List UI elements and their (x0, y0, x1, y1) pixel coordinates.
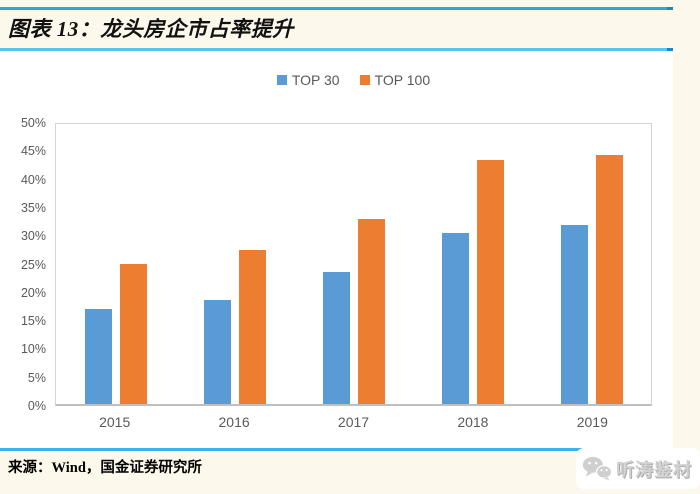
legend-label-top30: TOP 30 (291, 72, 340, 88)
y-tick-label: 50% (20, 116, 46, 130)
legend-item-top30: TOP 30 (276, 72, 340, 88)
x-tick-label: 2017 (337, 414, 370, 430)
legend-swatch-top100-icon (359, 75, 370, 85)
source-text: 来源：Wind，国金证券研究所 (8, 460, 202, 476)
title-underline (0, 48, 673, 51)
x-tick-label: 2018 (457, 414, 489, 430)
bar-top-100-2019 (595, 154, 623, 404)
y-tick-label: 0% (27, 399, 46, 413)
bar-top-30-2016 (203, 300, 231, 404)
y-tick-label: 15% (20, 314, 46, 329)
bar-top-30-2015 (84, 308, 112, 404)
x-tick-label: 2016 (218, 414, 250, 430)
x-axis: 2015 2016 2017 2018 2019 (55, 414, 652, 434)
legend-swatch-top30-icon (276, 75, 287, 85)
legend-item-top100: TOP 100 (359, 72, 431, 88)
y-tick-label: 45% (20, 144, 46, 159)
bar-top-30-2017 (322, 272, 350, 404)
y-axis: 0% 5% 10% 15% 20% 25% 30% 35% 40% 45% 50% (0, 116, 46, 413)
plot-inner (56, 124, 651, 404)
y-tick-label: 40% (20, 172, 46, 187)
y-tick-label: 35% (20, 200, 46, 215)
bar-top-100-2018 (476, 160, 504, 404)
wechat-icon (582, 456, 612, 481)
top-accent-line (0, 7, 673, 10)
watermark-badge: 听涛鉴材 (576, 448, 700, 489)
bar-top-30-2018 (441, 233, 469, 404)
plot-area (55, 123, 652, 406)
y-tick-label: 25% (20, 257, 46, 272)
bar-top-30-2019 (560, 224, 588, 404)
source-accent-line (0, 448, 673, 451)
watermark-text: 听涛鉴材 (616, 459, 692, 480)
legend-label-top100: TOP 100 (374, 72, 431, 88)
y-tick-label: 5% (27, 370, 46, 385)
x-tick-label: 2019 (576, 414, 608, 430)
y-tick-label: 30% (20, 229, 46, 244)
figure-title: 图表 13：龙头房企市占率提升 (8, 17, 294, 41)
bar-top-100-2015 (119, 264, 147, 404)
bar-top-100-2017 (357, 219, 385, 404)
chart-legend: TOP 30 TOP 100 (55, 70, 652, 90)
line-end-cap (667, 48, 673, 51)
line-end-cap (667, 7, 673, 10)
y-tick-label: 20% (20, 285, 46, 300)
y-tick-label: 10% (20, 342, 46, 357)
x-tick-label: 2015 (99, 414, 131, 430)
bar-top-100-2016 (238, 250, 266, 404)
